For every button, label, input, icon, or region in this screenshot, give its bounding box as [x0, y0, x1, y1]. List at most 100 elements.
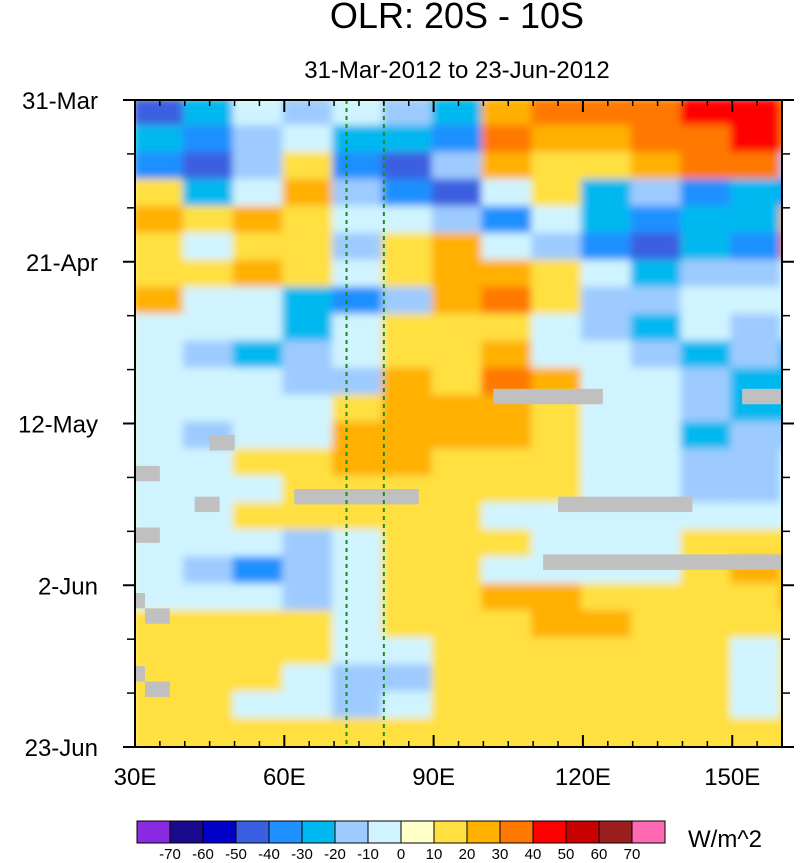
heatmap-cell — [135, 313, 187, 345]
heatmap-cell — [431, 232, 486, 264]
heatmap-cell — [680, 583, 735, 615]
chart-title: OLR: 20S - 10S — [330, 0, 584, 36]
heatmap-cell — [780, 340, 782, 372]
heatmap-cell — [580, 205, 635, 237]
heatmap-cell — [431, 691, 486, 723]
heatmap-cell — [531, 637, 585, 669]
heatmap-cell — [780, 610, 782, 642]
heatmap-cell — [531, 259, 585, 291]
heatmap-cell — [182, 664, 237, 696]
heatmap-cell — [531, 610, 585, 642]
heatmap-cell — [680, 664, 735, 696]
heatmap-cell — [431, 205, 486, 237]
heatmap-cell — [780, 394, 782, 426]
colorbar-swatch — [433, 820, 468, 844]
heatmap-cell — [381, 313, 436, 345]
heatmap-cell — [680, 178, 735, 210]
heatmap-cell — [381, 583, 436, 615]
heatmap-cell — [332, 259, 386, 291]
heatmap-cell — [680, 448, 735, 480]
heatmap-cell — [630, 421, 685, 453]
heatmap-cell — [531, 124, 585, 156]
heatmap-cell — [780, 124, 782, 156]
heatmap-cell — [332, 502, 386, 534]
heatmap-cell — [182, 286, 237, 318]
missing-data-block — [135, 592, 145, 609]
heatmap-cell — [332, 448, 386, 480]
missing-data-block — [135, 465, 160, 482]
heatmap-cell — [431, 151, 486, 183]
heatmap-cell — [730, 124, 782, 156]
heatmap-cell — [332, 691, 386, 723]
colorbar-swatch — [466, 820, 501, 844]
heatmap-cell — [481, 313, 536, 345]
heatmap-cell — [730, 421, 782, 453]
heatmap-cell — [381, 691, 436, 723]
heatmap-cell — [531, 583, 585, 615]
heatmap-cell — [730, 100, 782, 129]
heatmap-cell — [481, 745, 536, 747]
heatmap-cell — [580, 259, 635, 291]
heatmap-cell — [580, 610, 635, 642]
heatmap-cell — [232, 178, 287, 210]
heatmap-cell — [531, 232, 585, 264]
colorbar-swatch — [235, 820, 270, 844]
heatmap-cell — [381, 124, 436, 156]
heatmap-cell — [232, 421, 287, 453]
heatmap-cell — [282, 583, 337, 615]
y-tick-label: 31-Mar — [22, 88, 98, 115]
missing-data-block — [144, 681, 170, 697]
y-tick-label: 23-Jun — [25, 735, 98, 762]
heatmap-cell — [481, 475, 536, 507]
heatmap-cell — [282, 259, 337, 291]
heatmap-cell — [232, 448, 287, 480]
heatmap-cell — [780, 475, 782, 507]
heatmap-cell — [232, 232, 287, 264]
heatmap-cell — [135, 232, 187, 264]
heatmap-cell — [332, 232, 386, 264]
heatmap-cell — [381, 259, 436, 291]
heatmap-cell — [481, 421, 536, 453]
heatmap-cell — [381, 529, 436, 561]
heatmap-cell — [381, 556, 436, 588]
heatmap-cell — [730, 475, 782, 507]
heatmap-cell — [431, 367, 486, 399]
heatmap-cell — [630, 124, 685, 156]
heatmap-cell — [580, 340, 635, 372]
heatmap-cell — [135, 100, 187, 129]
heatmap-cell — [481, 610, 536, 642]
heatmap-cell — [232, 556, 287, 588]
heatmap-cell — [381, 178, 436, 210]
colorbar-swatch — [565, 820, 600, 844]
heatmap-cell — [531, 286, 585, 318]
colorbar-swatch — [334, 820, 369, 844]
heatmap-cell — [182, 691, 237, 723]
heatmap-cell — [580, 583, 635, 615]
heatmap-cell — [332, 637, 386, 669]
heatmap-cell — [730, 691, 782, 723]
heatmap-cell — [135, 178, 187, 210]
heatmap-cell — [182, 151, 237, 183]
heatmap-cell — [182, 448, 237, 480]
heatmap-cell — [282, 286, 337, 318]
y-tick-label: 12-May — [18, 412, 98, 439]
heatmap-cell — [332, 529, 386, 561]
heatmap-cell — [431, 178, 486, 210]
heatmap-cell — [630, 151, 685, 183]
heatmap-cell — [630, 340, 685, 372]
heatmap-cell — [630, 691, 685, 723]
heatmap-cell — [481, 151, 536, 183]
heatmap-cell — [381, 151, 436, 183]
heatmap-cell — [182, 610, 237, 642]
heatmap-cell — [780, 178, 782, 210]
heatmap-cell — [580, 313, 635, 345]
heatmap-cell — [481, 637, 536, 669]
heatmap-cell — [232, 313, 287, 345]
colorbar-label: -30 — [291, 846, 313, 863]
heatmap-cell — [780, 502, 782, 534]
heatmap-cell — [680, 232, 735, 264]
heatmap-cell — [381, 448, 436, 480]
heatmap-cell — [332, 178, 386, 210]
colorbar-swatch — [400, 820, 435, 844]
heatmap-cell — [282, 367, 337, 399]
